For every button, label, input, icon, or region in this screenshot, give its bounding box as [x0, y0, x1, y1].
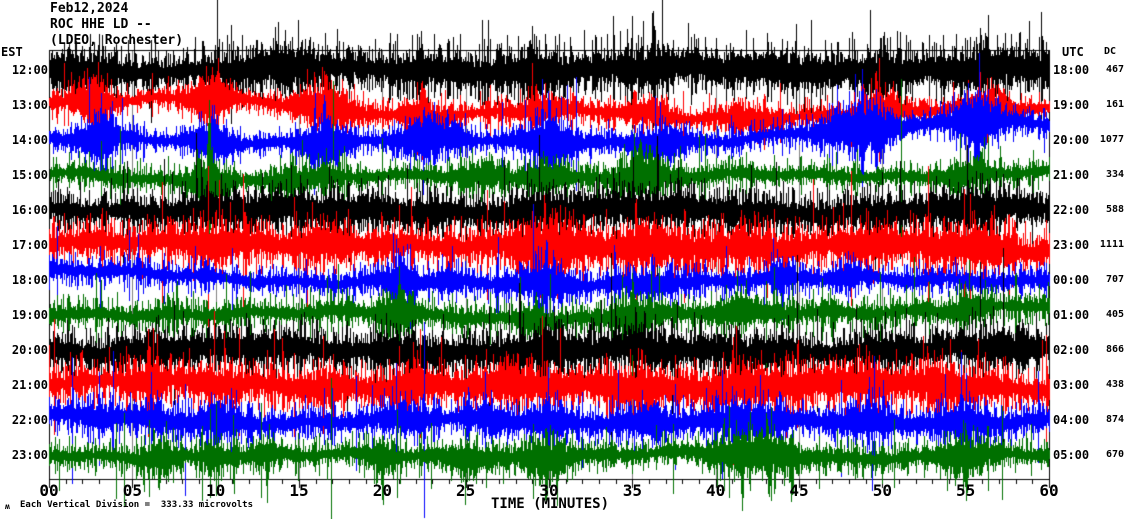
utc-hour-label: 18:00	[1053, 63, 1090, 77]
est-hour-label: 12:00	[11, 63, 48, 77]
x-tick-label: 50	[872, 481, 892, 500]
x-tick-label: 60	[1039, 481, 1059, 500]
dc-value: 467	[1105, 64, 1124, 75]
est-axis-label: EST	[1, 45, 23, 59]
est-hour-label: 22:00	[11, 413, 48, 427]
dc-value: 405	[1105, 309, 1124, 320]
dc-value: 1077	[1099, 134, 1124, 145]
date-label: Feb12,2024	[50, 1, 129, 16]
dc-column-label: DC	[1104, 46, 1117, 57]
utc-hour-label: 04:00	[1053, 413, 1090, 427]
x-axis-title: TIME (MINUTES)	[490, 496, 610, 512]
x-tick-label: 45	[789, 481, 809, 500]
est-hour-label: 17:00	[11, 238, 48, 252]
est-hour-label: 13:00	[11, 98, 48, 112]
utc-hour-label: 03:00	[1053, 378, 1090, 392]
dc-value: 874	[1105, 414, 1124, 425]
est-hour-label: 21:00	[11, 378, 48, 392]
x-tick-label: 00	[39, 481, 59, 500]
est-hour-label: 16:00	[11, 203, 48, 217]
station-label: ROC HHE LD --	[50, 17, 152, 32]
x-tick-label: 20	[372, 481, 392, 500]
x-tick-label: 35	[622, 481, 642, 500]
dc-value: 438	[1105, 379, 1124, 390]
utc-hour-label: 20:00	[1053, 133, 1090, 147]
est-hour-label: 19:00	[11, 308, 48, 322]
dc-value: 670	[1105, 449, 1124, 460]
est-hour-label: 20:00	[11, 343, 48, 357]
x-tick-label: 25	[456, 481, 476, 500]
est-hour-label: 18:00	[11, 273, 48, 287]
utc-hour-label: 05:00	[1053, 448, 1090, 462]
x-tick-label: 05	[122, 481, 142, 500]
x-tick-label: 10	[206, 481, 226, 500]
network-label: (LDEO, Rochester)	[50, 33, 184, 48]
est-hour-label: 15:00	[11, 168, 48, 182]
utc-hour-label: 01:00	[1053, 308, 1090, 322]
x-tick-label: 30	[539, 481, 559, 500]
utc-axis-label: UTC	[1062, 45, 1084, 59]
utc-hour-label: 00:00	[1053, 273, 1090, 287]
dc-value: 161	[1105, 99, 1124, 110]
dc-value: 1111	[1099, 239, 1124, 250]
x-tick-label: 40	[706, 481, 726, 500]
scale-mark: ʍ	[5, 502, 10, 511]
dc-value: 866	[1105, 344, 1124, 355]
scale-note: Each Vertical Division = 333.33 microvol…	[20, 500, 253, 510]
x-tick-label: 55	[956, 481, 976, 500]
utc-hour-label: 22:00	[1053, 203, 1090, 217]
dc-value: 588	[1105, 204, 1124, 215]
utc-hour-label: 19:00	[1053, 98, 1090, 112]
dc-value: 707	[1105, 274, 1124, 285]
utc-hour-label: 21:00	[1053, 168, 1090, 182]
dc-value: 334	[1105, 169, 1124, 180]
utc-hour-label: 02:00	[1053, 343, 1090, 357]
utc-hour-label: 23:00	[1053, 238, 1090, 252]
est-hour-label: 23:00	[11, 448, 48, 462]
est-hour-label: 14:00	[11, 133, 48, 147]
x-tick-label: 15	[289, 481, 309, 500]
